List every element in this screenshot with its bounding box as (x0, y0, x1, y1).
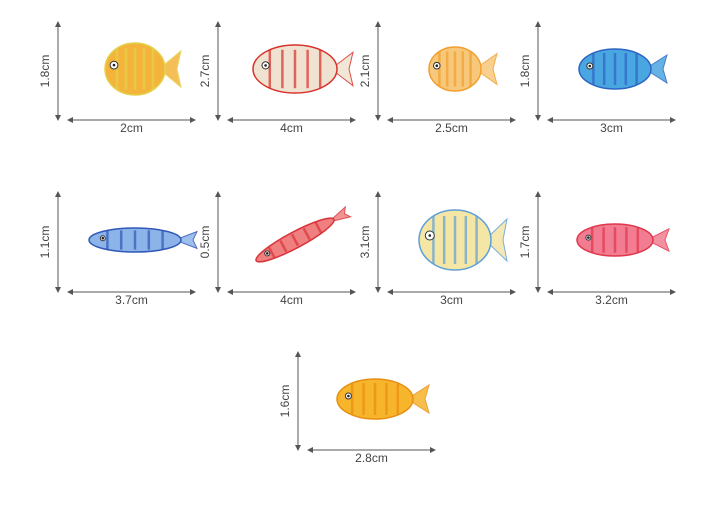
height-label: 1.7cm (518, 226, 532, 259)
product-item: 0.5cm 4cm (198, 191, 356, 307)
product-item: 2.1cm 2.5cm (358, 21, 516, 135)
fish-tail (645, 227, 670, 253)
height-label: 2.7cm (198, 55, 212, 88)
width-label: 2.8cm (355, 451, 388, 465)
fish-pupil (588, 64, 592, 68)
fish-image (255, 205, 353, 263)
fish-image (104, 42, 182, 96)
fish-image (578, 48, 668, 90)
height-label: 1.8cm (38, 55, 52, 88)
height-label: 1.6cm (278, 385, 292, 418)
fish-stripe (314, 221, 323, 234)
height-label: 2.1cm (358, 55, 372, 88)
fish-tail (484, 217, 508, 263)
fish-tail (474, 52, 498, 86)
width-label: 3cm (440, 293, 463, 307)
product-item: 3.1cm 3cm (358, 191, 516, 307)
width-label: 2cm (120, 121, 143, 135)
fish-pupil (101, 236, 105, 240)
fish-stripe (290, 233, 300, 247)
fish-image (428, 46, 498, 92)
fish-pupil (347, 394, 350, 398)
height-label: 1.1cm (38, 226, 52, 259)
width-label: 3cm (600, 121, 623, 135)
fish-tail (406, 383, 430, 415)
fish-tail (173, 230, 198, 250)
fish-tail (644, 53, 668, 85)
fish-pupil (587, 236, 590, 239)
fish-pupil (265, 252, 269, 255)
product-item: 1.1cm 3.7cm (38, 191, 198, 307)
fish-stripe (279, 239, 288, 253)
fish-stripe (267, 246, 276, 259)
fish-stripe (302, 227, 311, 241)
width-label: 3.2cm (595, 293, 628, 307)
height-label: 1.8cm (518, 55, 532, 88)
product-item: 1.7cm 3.2cm (518, 191, 676, 307)
width-label: 2.5cm (435, 121, 468, 135)
fish-image (418, 209, 508, 271)
fish-image (88, 227, 198, 253)
product-item: 1.8cm 3cm (518, 21, 676, 135)
fish-image (252, 44, 354, 94)
product-item: 1.6cm 2.8cm (278, 351, 436, 465)
height-label: 0.5cm (198, 226, 212, 259)
width-label: 4cm (280, 121, 303, 135)
width-label: 3.7cm (115, 293, 148, 307)
fish-tail (330, 50, 354, 88)
width-label: 4cm (280, 293, 303, 307)
fish-pupil (112, 63, 116, 67)
fish-tail (328, 205, 353, 223)
product-item: 2.7cm 4cm (198, 21, 356, 135)
fish-tail (158, 49, 182, 89)
fish-pupil (435, 64, 439, 67)
fish-pupil (428, 234, 432, 237)
product-item: 1.8cm 2cm (38, 21, 196, 135)
fish-image (336, 378, 430, 420)
fish-pupil (264, 64, 267, 67)
fish-image (576, 223, 670, 257)
height-label: 3.1cm (358, 226, 372, 259)
